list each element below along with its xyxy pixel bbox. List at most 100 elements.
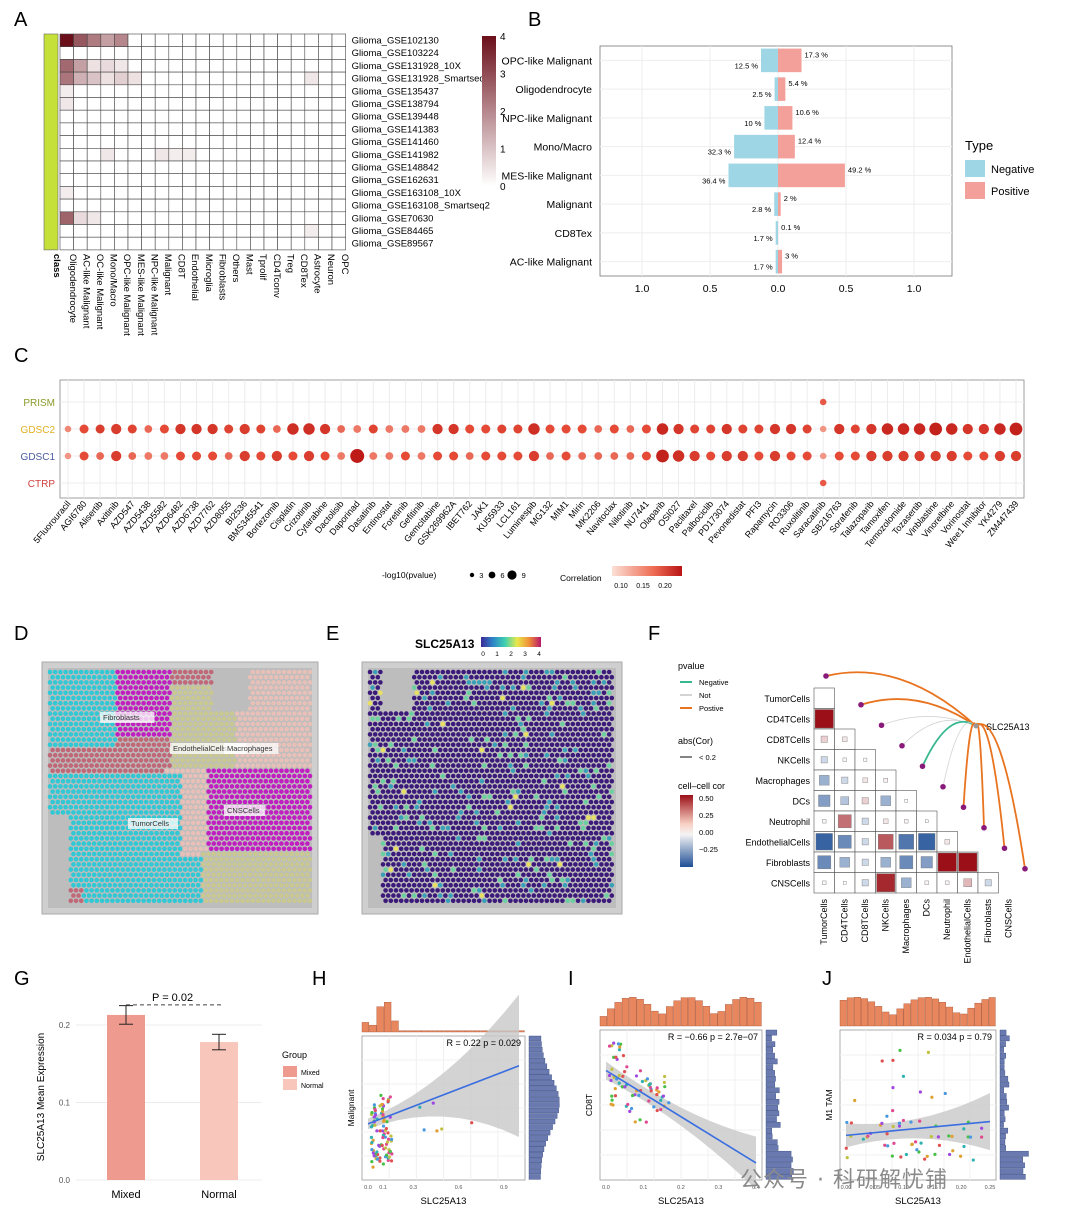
spot (149, 841, 154, 846)
spot (580, 867, 586, 872)
spot (219, 784, 224, 789)
spot (240, 898, 245, 904)
spot (151, 773, 157, 779)
spot (180, 706, 185, 711)
spot (401, 862, 407, 867)
spot (159, 747, 165, 753)
dot-gdsc1 (561, 451, 571, 461)
spot (247, 893, 253, 898)
spot (586, 690, 591, 696)
spot (578, 674, 583, 680)
spot (227, 799, 232, 805)
spot (107, 882, 113, 888)
spot (149, 685, 154, 690)
panel-letter-g: G (14, 968, 30, 990)
spot (505, 810, 511, 815)
spot (562, 882, 568, 888)
spot (182, 732, 188, 737)
spot (573, 726, 578, 732)
heatmap-cell (195, 59, 210, 73)
spot (307, 898, 313, 904)
spot (432, 789, 438, 794)
spot (508, 680, 513, 685)
spot (240, 867, 245, 872)
spot (289, 758, 295, 763)
spot (198, 680, 204, 685)
spot (396, 862, 401, 867)
spot (289, 820, 295, 826)
spot (604, 695, 609, 701)
spot (297, 732, 302, 737)
spot (497, 867, 503, 872)
spot (495, 882, 500, 888)
spot (146, 877, 152, 883)
spot (385, 862, 391, 867)
spot (107, 706, 113, 711)
spot (125, 804, 131, 810)
x-tick: 0.5 (839, 283, 854, 295)
spot (518, 856, 524, 862)
spot (263, 830, 269, 836)
heatmap-cell (222, 97, 238, 111)
heatmap-cell (182, 46, 197, 60)
heatmap-cell (195, 186, 210, 200)
spot (466, 711, 472, 716)
spot (266, 804, 271, 810)
spot (593, 737, 599, 742)
spot (417, 841, 422, 846)
panel-letter-i: I (568, 968, 574, 990)
spot (81, 768, 87, 774)
dot-gdsc2 (353, 425, 362, 433)
spot (393, 888, 399, 893)
spot (531, 706, 537, 711)
spot (536, 810, 542, 815)
heatmap-cell (73, 148, 88, 162)
spot (380, 841, 386, 846)
spot (289, 830, 295, 836)
spot (450, 815, 456, 820)
heatmap-cell (318, 173, 333, 187)
spot (500, 893, 505, 898)
spot (198, 700, 204, 706)
dot-gdsc2 (769, 423, 781, 435)
spot (172, 700, 178, 706)
spot (552, 726, 557, 732)
spot (201, 882, 206, 888)
spot (502, 815, 508, 820)
spot (562, 716, 568, 722)
spot (242, 872, 248, 878)
spot (50, 706, 55, 711)
spot (185, 716, 191, 722)
spot (461, 742, 466, 748)
spot (528, 825, 534, 831)
spot (203, 815, 209, 820)
heatmap-cell (127, 59, 142, 73)
spot (263, 841, 269, 846)
spot (541, 716, 547, 722)
spot (554, 877, 560, 883)
spot (120, 690, 126, 696)
spot (175, 810, 180, 815)
spot (430, 669, 435, 675)
spot (211, 778, 217, 784)
spot (281, 836, 287, 841)
spot (221, 893, 227, 898)
spot (497, 836, 503, 841)
spot (273, 695, 279, 701)
spot (201, 893, 206, 898)
spot (497, 888, 503, 893)
spot (547, 830, 552, 836)
heatmap-cell (127, 97, 142, 111)
spot (172, 752, 178, 758)
spot (443, 799, 448, 805)
spot (414, 732, 420, 737)
spot (508, 877, 513, 883)
spot (206, 737, 211, 742)
spot (466, 732, 472, 737)
heatmap-cell (127, 46, 142, 60)
spot (534, 721, 539, 727)
spot (552, 695, 557, 701)
spot (536, 778, 542, 784)
spot (138, 789, 144, 794)
